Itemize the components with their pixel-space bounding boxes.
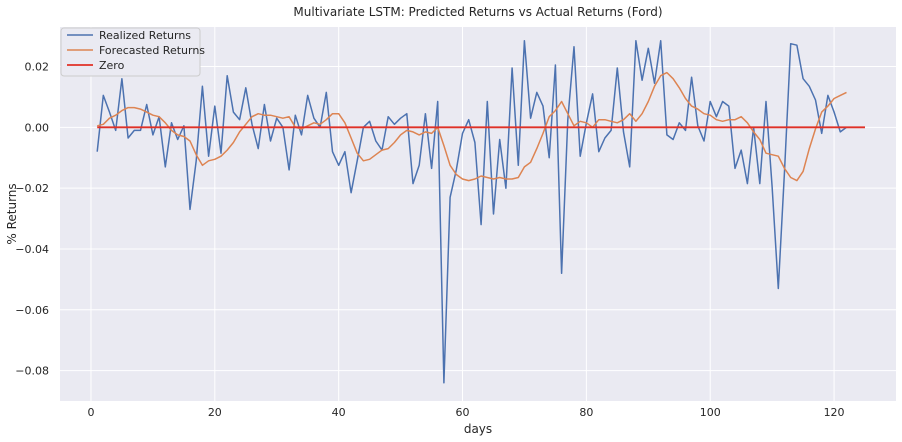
y-tick-label: −0.08 [15,365,49,378]
x-tick-label: 40 [332,406,346,419]
legend-label-zero: Zero [99,59,125,72]
x-tick-labels: 0 20 40 60 80 100 120 [87,406,844,419]
realized-returns-line [96,39,847,384]
series-lines [96,39,865,384]
plot-area [60,27,896,401]
y-axis-label: % Returns [5,183,19,244]
x-tick-label: 60 [456,406,470,419]
x-axis-label: days [464,422,492,436]
legend: Realized Returns Forecasted Returns Zero [60,27,205,77]
y-tick-label: 0.02 [25,61,50,74]
y-tick-label: −0.02 [15,182,49,195]
legend-box [60,27,201,77]
y-tick-label: −0.06 [15,304,49,317]
y-tick-label: 0.00 [25,121,50,134]
x-tick-label: 20 [208,406,222,419]
forecasted-returns-line [97,71,847,182]
y-tick-label: −0.04 [15,243,49,256]
legend-label-realized-returns: Realized Returns [99,29,191,42]
x-tick-label: 100 [700,406,721,419]
legend-label-forecasted-returns: Forecasted Returns [99,44,205,57]
x-tick-label: 0 [87,406,94,419]
x-tick-label: 120 [824,406,845,419]
chart-title: Multivariate LSTM: Predicted Returns vs … [293,5,662,19]
x-tick-label: 80 [579,406,593,419]
y-tick-labels: −0.08 −0.06 −0.04 −0.02 0.00 0.02 [15,61,49,378]
